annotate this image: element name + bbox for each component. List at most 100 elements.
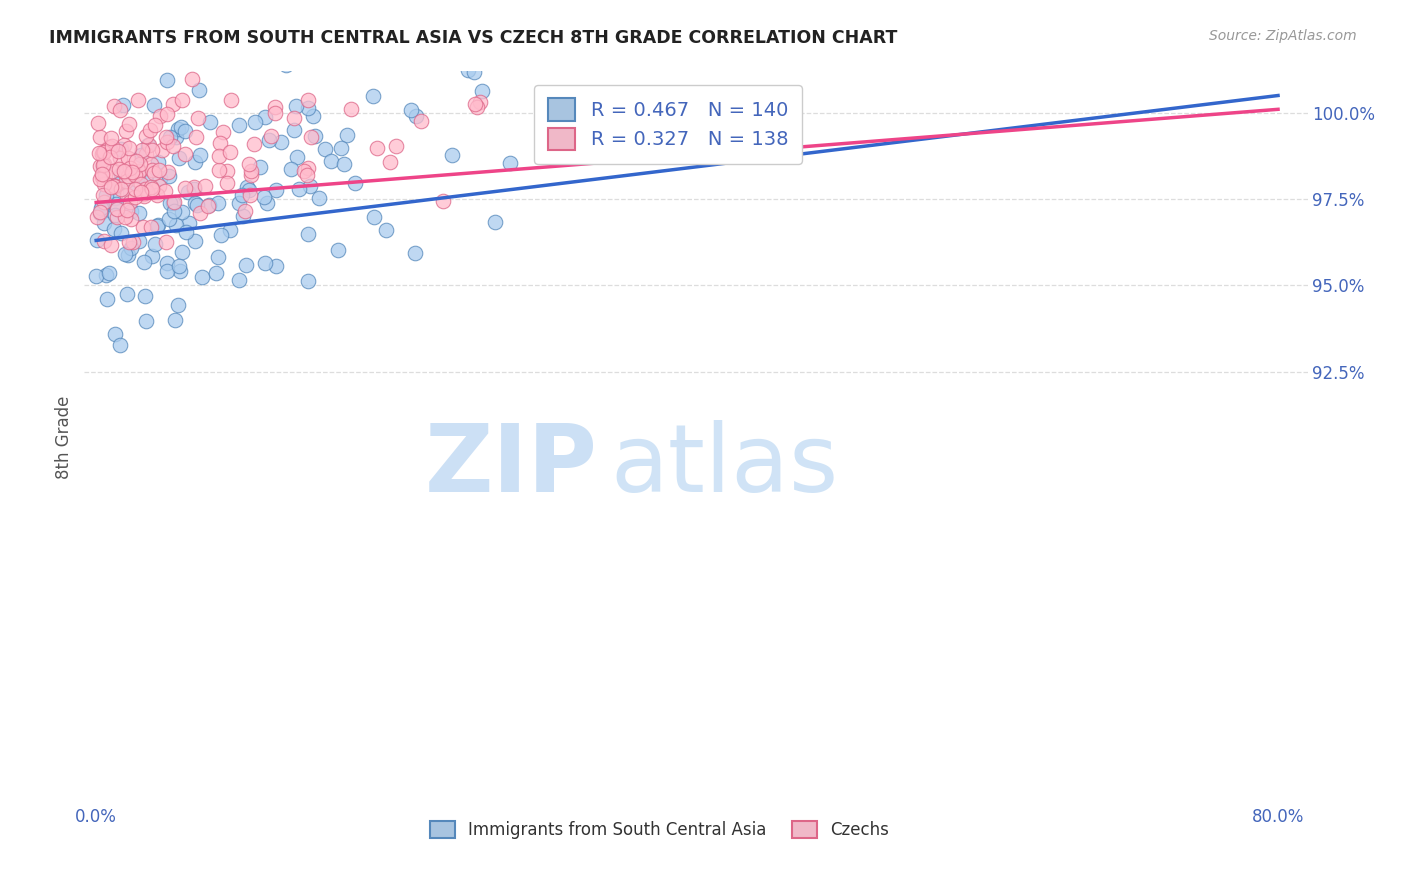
Point <box>330 141 353 155</box>
Point <box>280 161 302 176</box>
Point <box>232 209 254 223</box>
Point <box>115 124 138 138</box>
Point <box>145 219 167 233</box>
Point <box>314 142 336 156</box>
Point <box>94 194 117 209</box>
Point <box>219 223 242 237</box>
Point <box>134 189 156 203</box>
Point <box>89 205 111 219</box>
Point <box>141 219 163 234</box>
Point <box>148 163 170 178</box>
Point <box>297 161 319 175</box>
Point <box>184 196 207 211</box>
Point <box>499 156 522 170</box>
Point <box>165 219 187 233</box>
Point <box>100 131 122 145</box>
Point <box>238 183 260 197</box>
Point <box>399 103 422 117</box>
Point <box>235 258 257 272</box>
Point <box>112 165 135 179</box>
Point <box>183 180 205 194</box>
Point <box>112 163 135 178</box>
Point <box>441 147 464 161</box>
Point <box>167 122 190 136</box>
Point <box>86 116 108 130</box>
Point <box>103 222 125 236</box>
Point <box>187 111 209 125</box>
Point <box>165 313 187 327</box>
Point <box>470 95 492 109</box>
Point <box>141 143 163 157</box>
Y-axis label: 8th Grade: 8th Grade <box>55 395 73 479</box>
Point <box>194 179 217 194</box>
Text: Source: ZipAtlas.com: Source: ZipAtlas.com <box>1209 29 1357 43</box>
Point <box>121 165 143 179</box>
Point <box>155 235 177 250</box>
Point <box>89 146 111 161</box>
Point <box>141 162 163 177</box>
Point <box>136 185 159 199</box>
Point <box>114 211 136 225</box>
Point <box>163 194 186 209</box>
Point <box>124 168 146 182</box>
Point <box>299 179 322 194</box>
Point <box>120 204 142 219</box>
Point <box>159 195 181 210</box>
Point <box>108 152 131 166</box>
Point <box>115 202 138 217</box>
Point <box>170 205 193 219</box>
Point <box>93 159 115 173</box>
Point <box>139 123 162 137</box>
Point <box>110 143 132 157</box>
Point <box>256 195 278 210</box>
Point <box>432 194 454 208</box>
Point <box>93 145 115 159</box>
Point <box>156 255 179 269</box>
Point <box>264 183 287 197</box>
Point <box>101 139 124 153</box>
Point <box>118 235 141 249</box>
Point <box>89 171 111 186</box>
Point <box>156 165 179 179</box>
Point <box>136 138 159 153</box>
Point <box>183 155 205 169</box>
Point <box>264 105 287 120</box>
Point <box>135 146 157 161</box>
Point <box>336 128 359 142</box>
Point <box>239 187 262 202</box>
Text: IMMIGRANTS FROM SOUTH CENTRAL ASIA VS CZECH 8TH GRADE CORRELATION CHART: IMMIGRANTS FROM SOUTH CENTRAL ASIA VS CZ… <box>49 29 897 46</box>
Point <box>484 215 506 229</box>
Point <box>143 98 166 112</box>
Point <box>340 102 363 116</box>
Point <box>264 100 287 114</box>
Point <box>177 216 200 230</box>
Point <box>90 170 112 185</box>
Point <box>188 206 211 220</box>
Point <box>165 129 187 144</box>
Point <box>319 154 342 169</box>
Point <box>141 249 163 263</box>
Point <box>104 178 127 193</box>
Point <box>219 145 242 159</box>
Point <box>172 244 194 259</box>
Point <box>117 151 139 165</box>
Point <box>128 164 150 178</box>
Point <box>146 218 169 232</box>
Point <box>457 62 479 77</box>
Point <box>167 151 190 165</box>
Point <box>118 186 141 200</box>
Point <box>149 109 172 123</box>
Point <box>127 169 149 183</box>
Point <box>253 190 276 204</box>
Point <box>110 337 132 351</box>
Point <box>104 191 127 205</box>
Point <box>100 150 122 164</box>
Point <box>150 143 173 157</box>
Point <box>100 238 122 252</box>
Point <box>249 160 271 174</box>
Point <box>405 109 427 123</box>
Point <box>208 163 231 178</box>
Point <box>297 93 319 107</box>
Point <box>184 130 207 145</box>
Point <box>304 128 326 143</box>
